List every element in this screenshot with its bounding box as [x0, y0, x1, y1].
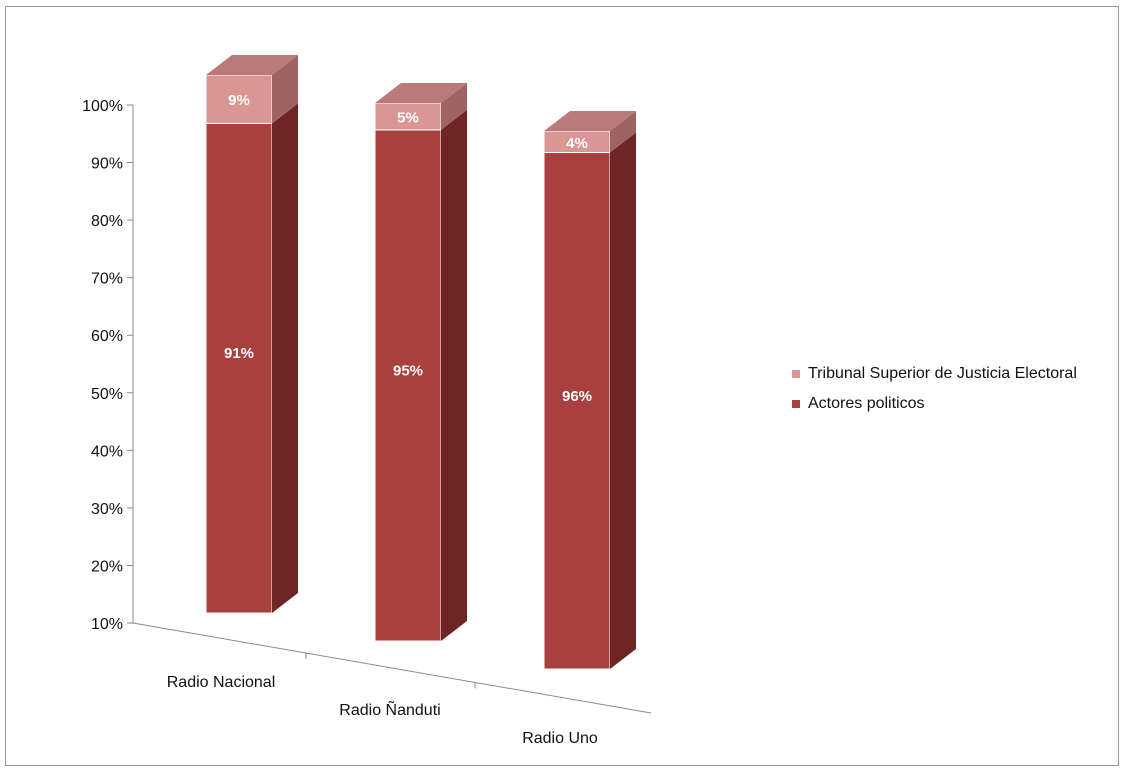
y-tick-label: 70%	[91, 271, 123, 288]
data-label-actores: 91%	[224, 345, 254, 362]
bar-tribunal-side	[610, 111, 636, 153]
bar-top	[544, 111, 636, 131]
bar-actores-front	[374, 129, 442, 642]
chart-frame: 10% 20% 30% 40% 50% 60% 70% 80% 90% 100% 91% 9% Rad…	[5, 6, 1119, 766]
bar-actores-side	[610, 132, 636, 669]
x-category-label: Radio Ñanduti	[339, 699, 440, 719]
bar-actores-front	[543, 152, 611, 670]
bar-top	[375, 83, 467, 103]
x-category-label: Radio Uno	[522, 730, 598, 747]
legend-item-actores: Actores politicos	[792, 393, 1077, 415]
legend-label-actores: Actores politicos	[808, 395, 925, 412]
y-tick-label: 20%	[91, 558, 123, 575]
legend-swatch-actores	[792, 400, 800, 408]
x-category-label: Radio Nacional	[167, 674, 276, 691]
bar-tribunal-side	[272, 55, 298, 124]
chart-labels: 91% 9% Radio Nacional 95% 5% Radio Ñanduti 96%…	[167, 92, 598, 747]
x-axis-line	[132, 622, 652, 714]
y-tick-label: 30%	[91, 501, 123, 518]
data-label-actores: 96%	[562, 388, 592, 405]
bar-actores-side	[441, 109, 467, 641]
y-tick-label: 90%	[91, 156, 123, 173]
legend-label-tribunal: Tribunal Superior de Justicia Electoral	[808, 365, 1077, 382]
stacked-bar-chart: 10% 20% 30% 40% 50% 60% 70% 80% 90% 100% 91% 9% Rad…	[82, 55, 652, 747]
data-label-actores: 95%	[393, 362, 423, 379]
y-tick-label: 10%	[91, 616, 123, 633]
y-tick-label: 80%	[91, 213, 123, 230]
data-label-tribunal: 5%	[397, 109, 419, 126]
chart-axes: 10% 20% 30% 40% 50% 60% 70% 80% 90% 100%	[82, 98, 652, 714]
y-tick-label: 100%	[82, 98, 123, 115]
chart-bars	[205, 55, 636, 670]
data-label-tribunal: 4%	[566, 135, 588, 152]
legend-item-tribunal: Tribunal Superior de Justicia Electoral	[792, 363, 1077, 385]
legend-swatch-tribunal	[792, 370, 800, 378]
y-tick-label: 40%	[91, 443, 123, 460]
data-label-tribunal: 9%	[228, 92, 250, 109]
bar-actores-side	[272, 103, 298, 614]
bar-actores-front	[205, 122, 273, 614]
chart-legend: Tribunal Superior de Justicia Electoral …	[792, 363, 1077, 423]
bar-top	[206, 55, 298, 75]
bar-tribunal-side	[441, 83, 467, 130]
y-tick-label: 50%	[91, 386, 123, 403]
y-tick-label: 60%	[91, 328, 123, 345]
